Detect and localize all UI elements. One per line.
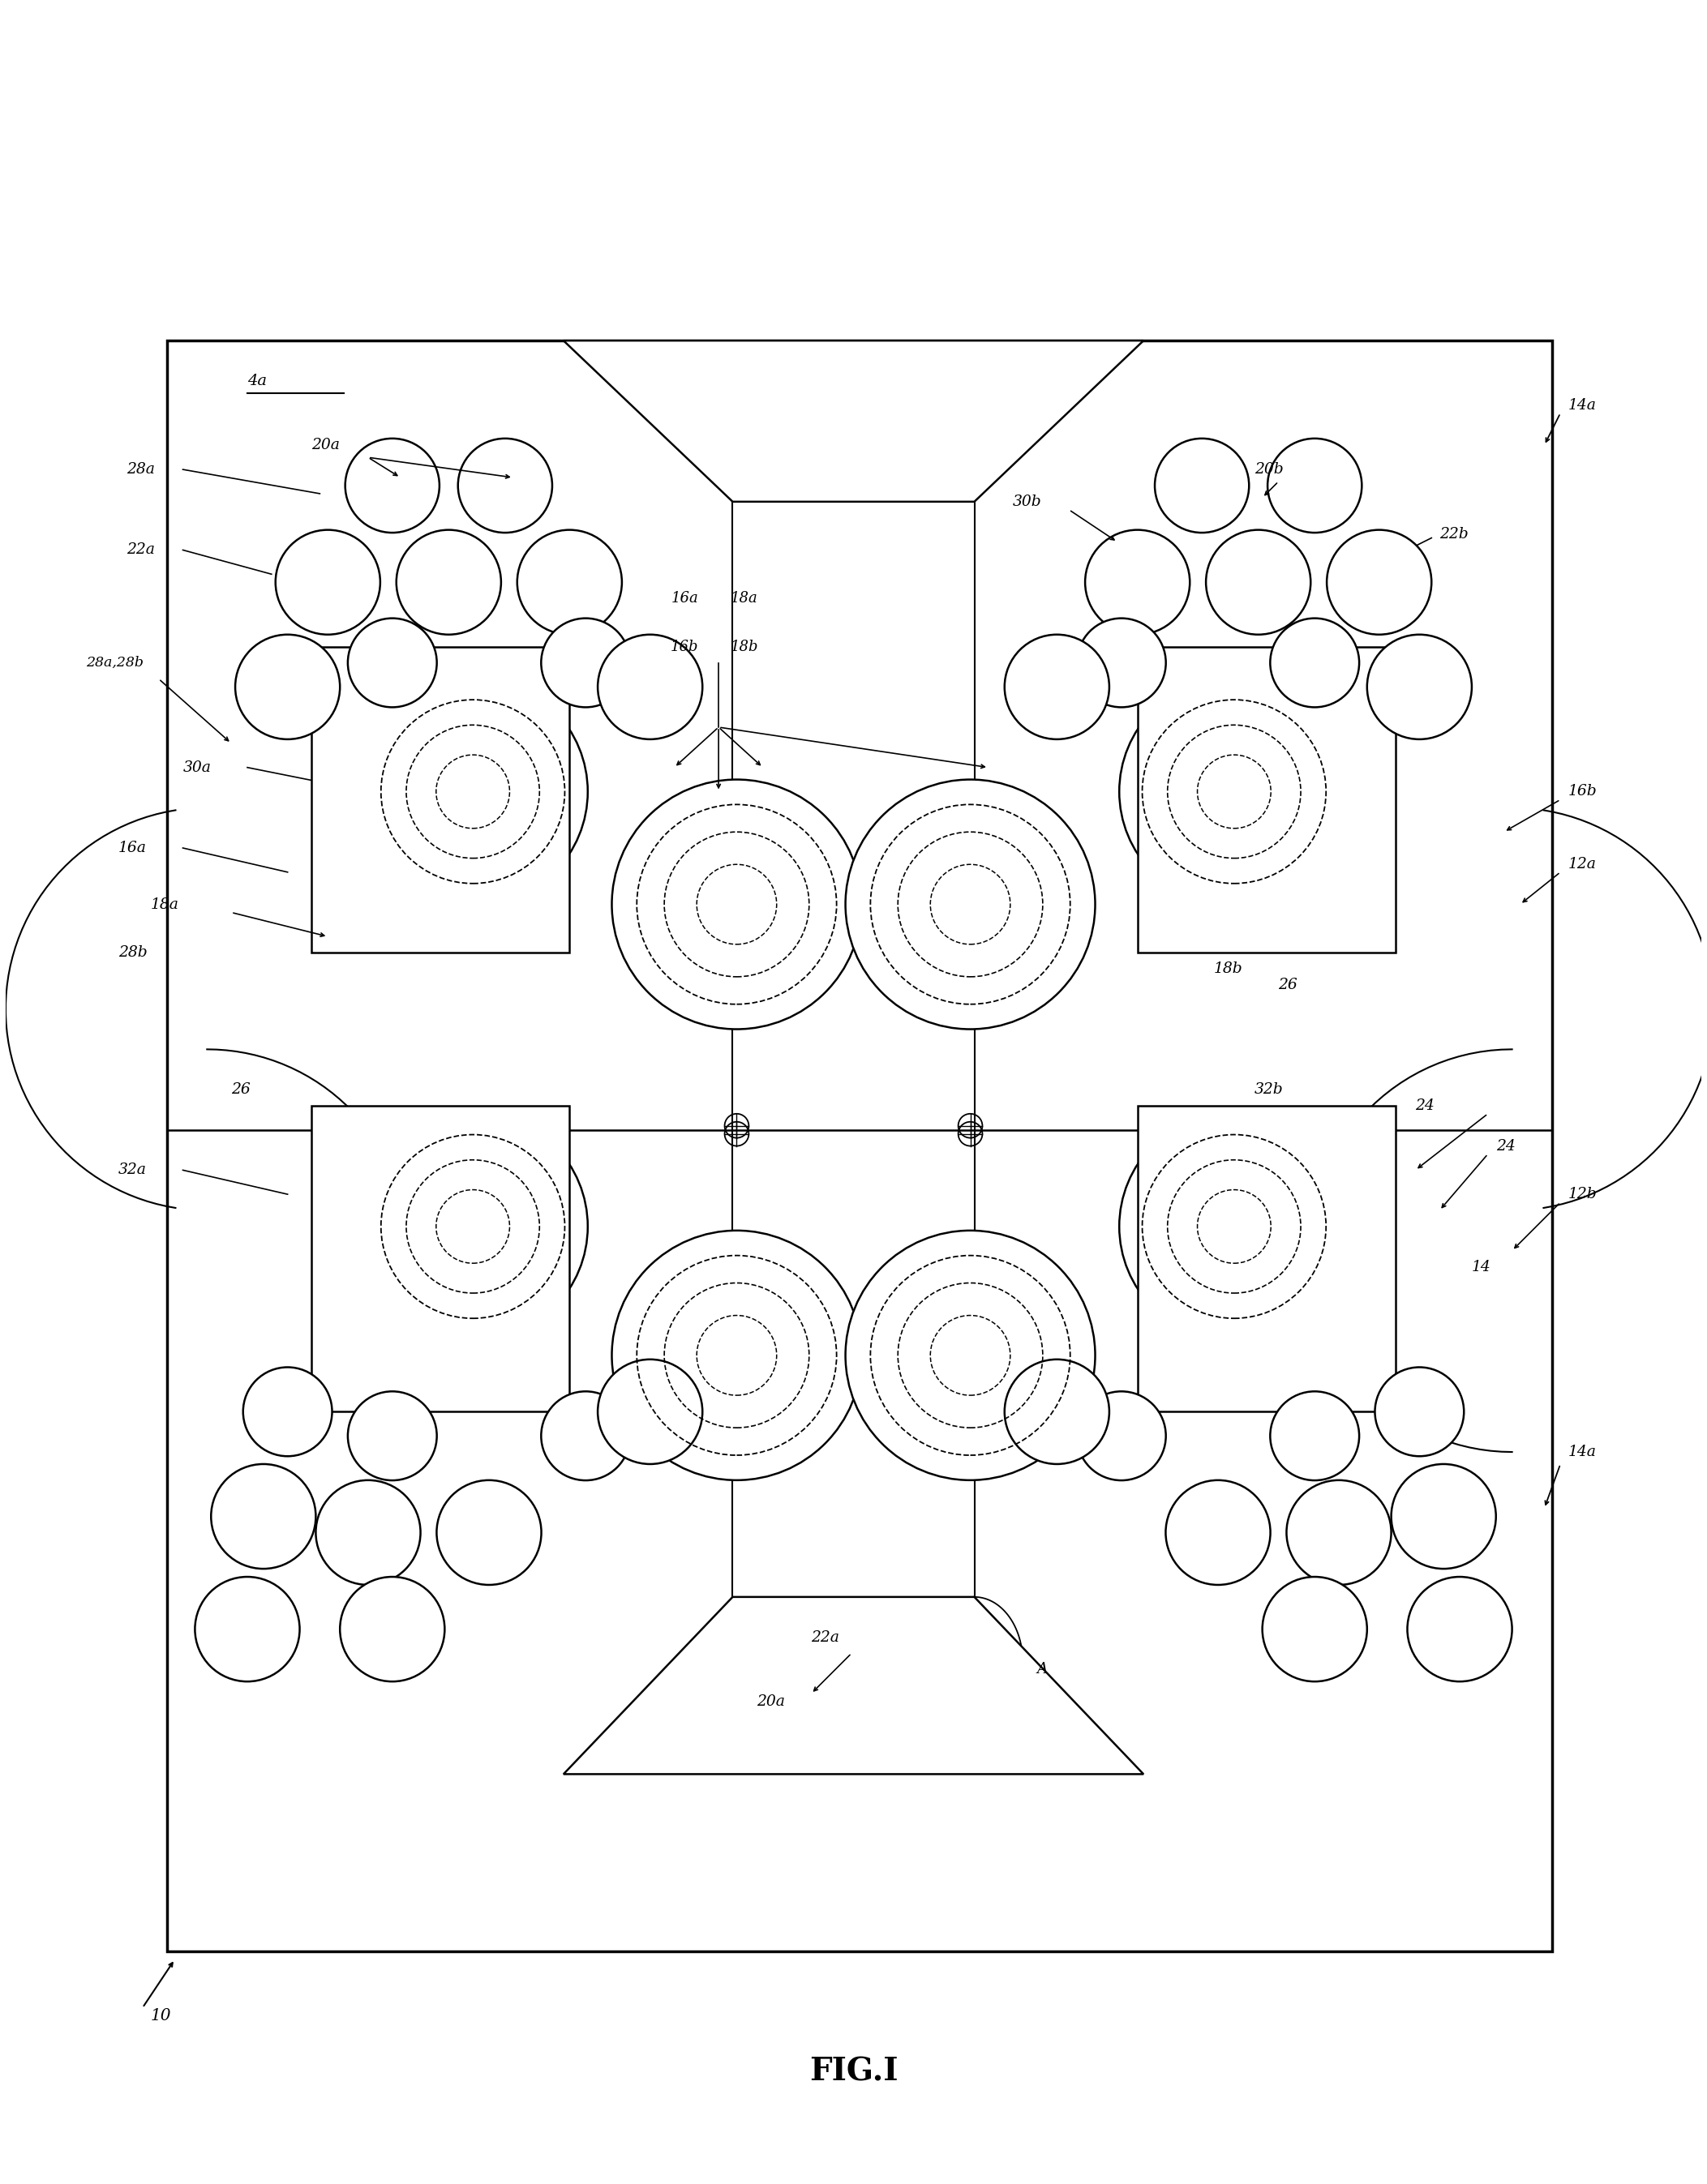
Bar	[312, 1105, 570, 1411]
Circle shape	[212, 1463, 316, 1568]
Text: 14a: 14a	[1569, 397, 1596, 413]
Bar	[312, 646, 570, 952]
Text: 32a: 32a	[118, 1162, 147, 1177]
Circle shape	[1268, 439, 1362, 533]
Circle shape	[1120, 677, 1349, 906]
Text: 16b: 16b	[671, 640, 698, 653]
Text: 14a: 14a	[1569, 1444, 1596, 1459]
Text: 12a: 12a	[1569, 856, 1596, 871]
Text: 30a: 30a	[183, 760, 212, 775]
Circle shape	[1077, 1391, 1166, 1481]
Circle shape	[275, 531, 381, 636]
Circle shape	[1326, 531, 1432, 636]
Circle shape	[348, 1391, 437, 1481]
Circle shape	[1287, 1481, 1391, 1586]
Circle shape	[1120, 1112, 1349, 1341]
Bar	[167, 341, 1552, 1950]
Text: 4a: 4a	[248, 373, 266, 389]
Text: 22b: 22b	[1439, 526, 1468, 542]
Circle shape	[1391, 1463, 1495, 1568]
Text: 20a: 20a	[756, 1695, 785, 1708]
Circle shape	[1086, 531, 1190, 636]
Circle shape	[1367, 636, 1471, 738]
Text: 28a: 28a	[126, 463, 155, 476]
Text: 26: 26	[1279, 978, 1297, 992]
Circle shape	[348, 618, 437, 708]
Circle shape	[1004, 1358, 1110, 1463]
Text: 18a: 18a	[150, 898, 179, 911]
Circle shape	[457, 439, 553, 533]
Polygon shape	[563, 341, 1144, 502]
Circle shape	[236, 636, 340, 738]
Text: 16b: 16b	[1569, 784, 1598, 799]
Circle shape	[358, 1112, 587, 1341]
Circle shape	[517, 531, 621, 636]
Text: 24: 24	[1495, 1138, 1516, 1153]
Circle shape	[1166, 1481, 1270, 1586]
Text: A: A	[1036, 1662, 1048, 1677]
Circle shape	[611, 1230, 862, 1481]
Text: 30b: 30b	[1012, 494, 1041, 509]
Text: 24: 24	[1415, 1099, 1434, 1114]
Bar	[1137, 1105, 1395, 1411]
Circle shape	[340, 1577, 444, 1682]
Circle shape	[316, 1481, 420, 1586]
Text: 12b: 12b	[1569, 1186, 1598, 1201]
Circle shape	[1270, 1391, 1359, 1481]
Bar	[1137, 646, 1395, 952]
Circle shape	[396, 531, 502, 636]
Text: 32b: 32b	[1255, 1083, 1284, 1096]
Text: 28b: 28b	[118, 946, 147, 961]
Text: 16a: 16a	[118, 841, 147, 856]
Circle shape	[1407, 1577, 1512, 1682]
Text: 10: 10	[150, 2007, 171, 2022]
Circle shape	[845, 780, 1096, 1029]
Circle shape	[1205, 531, 1311, 636]
Text: 22a: 22a	[811, 1629, 840, 1645]
Text: 26: 26	[230, 1083, 251, 1096]
Circle shape	[845, 1230, 1096, 1481]
Circle shape	[242, 1367, 333, 1457]
Text: 20b: 20b	[1255, 463, 1284, 476]
Circle shape	[597, 1358, 703, 1463]
Circle shape	[1154, 439, 1250, 533]
Text: 16a: 16a	[671, 592, 698, 605]
Text: 18b: 18b	[1214, 961, 1243, 976]
Text: 20a: 20a	[312, 439, 340, 452]
Text: 14: 14	[1471, 1260, 1490, 1273]
Circle shape	[1270, 618, 1359, 708]
Circle shape	[1004, 636, 1110, 738]
Circle shape	[195, 1577, 300, 1682]
Circle shape	[358, 677, 587, 906]
Circle shape	[345, 439, 439, 533]
Circle shape	[1263, 1577, 1367, 1682]
Polygon shape	[563, 1597, 1144, 1773]
Circle shape	[611, 780, 862, 1029]
Text: 18a: 18a	[731, 592, 758, 605]
Text: 22a: 22a	[126, 542, 155, 557]
Text: 28a,28b: 28a,28b	[85, 655, 143, 670]
Circle shape	[1374, 1367, 1465, 1457]
Circle shape	[597, 636, 703, 738]
Circle shape	[437, 1481, 541, 1586]
Text: 18b: 18b	[731, 640, 758, 653]
Circle shape	[1077, 618, 1166, 708]
Text: FIG.I: FIG.I	[809, 2057, 898, 2088]
Circle shape	[541, 1391, 630, 1481]
Circle shape	[541, 618, 630, 708]
